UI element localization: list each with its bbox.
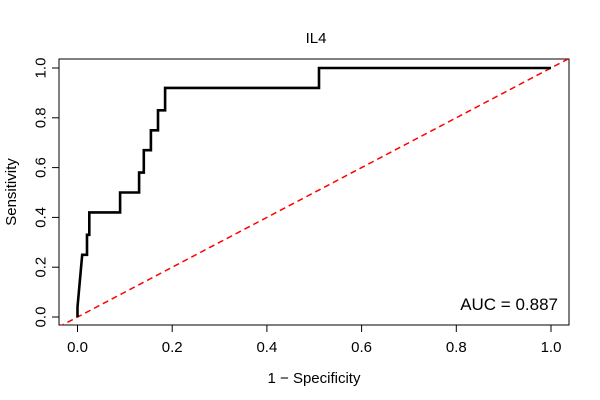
- y-tick-label: 0.0: [33, 307, 50, 328]
- auc-annotation: AUC = 0.887: [460, 295, 558, 314]
- y-tick-label: 1.0: [33, 58, 50, 79]
- y-axis-label: Sensitivity: [3, 158, 20, 226]
- x-tick-label: 0.6: [351, 339, 372, 356]
- x-tick-label: 0.2: [162, 339, 183, 356]
- series-layer: [60, 59, 569, 325]
- roc-curve: [76, 66, 551, 317]
- x-axis: 0.0 0.2 0.4 0.6 0.8 1.0: [67, 324, 562, 356]
- y-tick-label: 0.4: [33, 207, 50, 228]
- x-axis-label: 1 − Specificity: [268, 370, 361, 387]
- x-tick-label: 0.4: [256, 339, 277, 356]
- y-axis: 0.0 0.2 0.4 0.6 0.8 1.0: [33, 58, 60, 328]
- chance-line: [60, 59, 569, 325]
- x-tick-label: 0.8: [446, 339, 467, 356]
- y-tick-label: 0.6: [33, 157, 50, 178]
- x-tick-label: 1.0: [541, 339, 562, 356]
- y-tick-label: 0.8: [33, 107, 50, 128]
- chart-title: IL4: [306, 30, 327, 47]
- x-tick-label: 0.0: [67, 339, 88, 356]
- y-tick-label: 0.2: [33, 257, 50, 278]
